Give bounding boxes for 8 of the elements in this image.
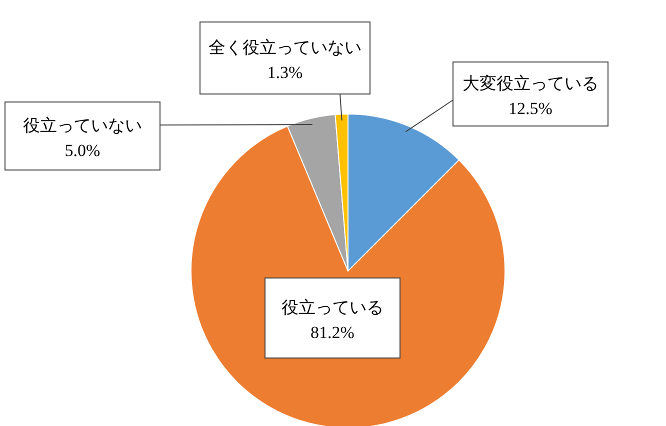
slice-label: 大変役立っている bbox=[462, 74, 598, 93]
data-label: 1.3% bbox=[267, 63, 303, 82]
data-label: 12.5% bbox=[508, 99, 552, 118]
data-label: 81.2% bbox=[310, 323, 354, 342]
slice-label: 全く役立っていない bbox=[208, 38, 362, 57]
slice-label: 役立っていない bbox=[23, 116, 142, 135]
data-label: 5.0% bbox=[64, 141, 100, 160]
slice-label: 役立っている bbox=[282, 298, 384, 317]
